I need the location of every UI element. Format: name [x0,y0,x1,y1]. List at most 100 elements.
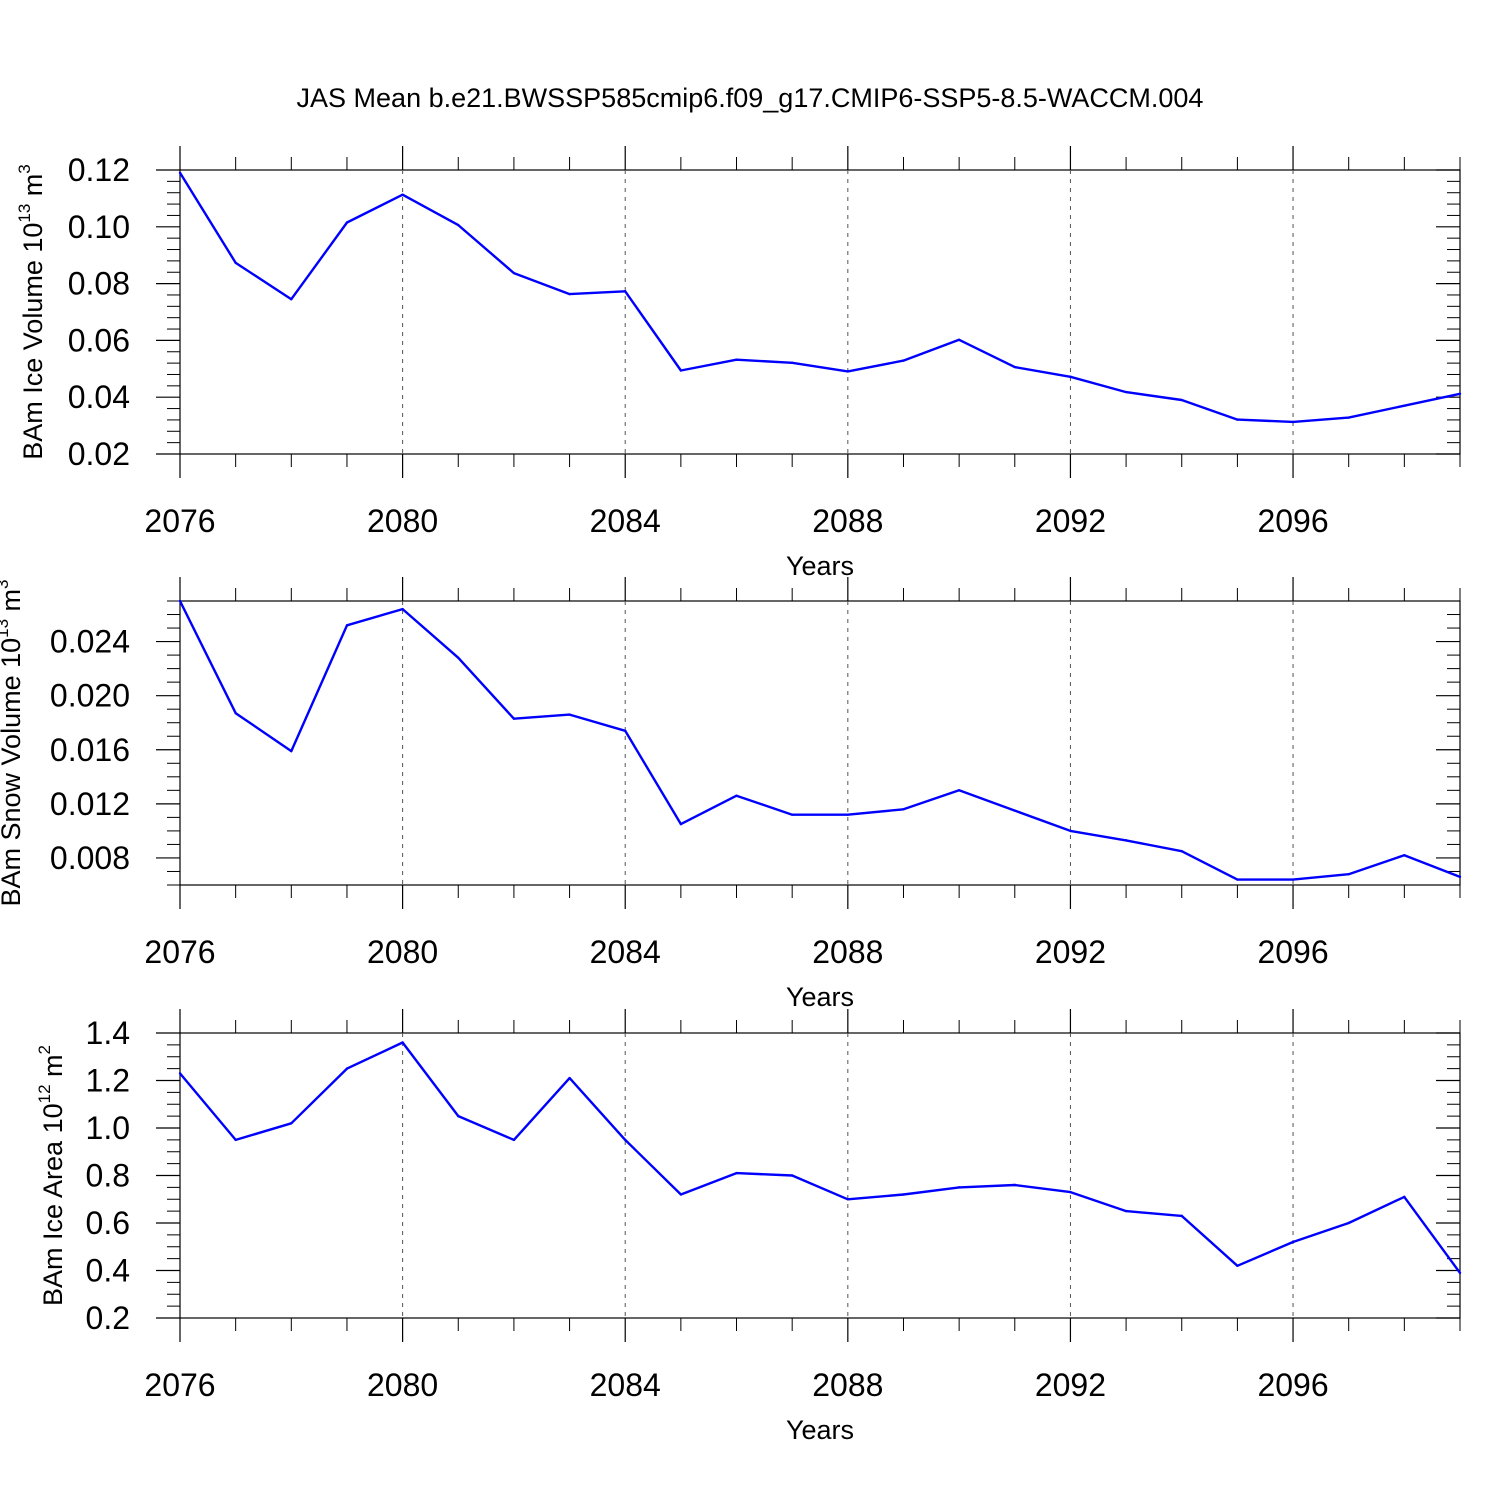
x-tick-label-2092: 2092 [1035,934,1106,970]
data-point-2097 [1347,872,1350,876]
data-point-2086 [735,1171,738,1175]
y-tick-label-0.2: 0.2 [86,1300,130,1336]
x-tick-label-2096: 2096 [1257,934,1328,970]
data-point-2086 [735,358,738,361]
y-tick-label-0.024: 0.024 [50,624,130,660]
y-axis-label-unit-exponent: 3 [15,164,34,173]
data-point-2099 [1458,392,1462,395]
data-point-2082 [512,271,516,275]
data-point-2098 [1403,404,1406,407]
data-point-2093 [1124,390,1128,394]
x-tick-label-2088: 2088 [812,1367,883,1403]
y-axis-label-unit-exponent: 2 [35,1045,54,1054]
x-tick-label-2092: 2092 [1035,503,1106,539]
data-point-2096 [1291,878,1295,881]
data-point-2089 [902,808,905,811]
plot-frame [179,1032,1461,1319]
y-axis-label-unit: m [18,174,48,204]
data-point-2087 [790,1174,794,1177]
data-point-2091 [1013,1183,1016,1187]
data-point-2095 [1236,878,1239,881]
data-point-2088 [846,370,850,373]
data-point-2083 [568,292,571,296]
data-point-2089 [902,359,905,362]
y-axis-label-unit: m [38,1054,68,1084]
data-point-2095 [1236,418,1239,421]
y-tick-label-0.04: 0.04 [68,379,130,415]
data-point-2079 [345,221,349,224]
y-tick-label-0.02: 0.02 [68,436,130,472]
x-axis-label: Years [786,982,854,1012]
data-point-2078 [290,749,293,753]
data-point-2078 [290,298,293,301]
figure-title: JAS Mean b.e21.BWSSP585cmip6.f09_g17.CMI… [297,83,1204,113]
x-tick-label-2080: 2080 [367,1367,438,1403]
y-tick-label-0.08: 0.08 [68,266,130,302]
y-tick-label-0.012: 0.012 [50,786,130,822]
y-tick-label-0.8: 0.8 [86,1158,130,1194]
y-axis-label-exponent: 13 [15,204,34,223]
x-tick-label-2088: 2088 [812,503,883,539]
x-axis-label: Years [786,1415,854,1445]
data-point-2096 [1291,420,1295,424]
x-tick-label-2084: 2084 [590,503,661,539]
data-point-2076 [178,1072,182,1075]
data-point-2092 [1069,829,1072,833]
data-point-2091 [1013,365,1016,369]
data-point-2092 [1069,375,1072,378]
chart-panels: 2076 2080 2084 2088 2092 2096 0.02 0.04 0.06 0.08… [0,146,1462,1445]
data-point-2084 [624,290,627,293]
data-point-2080 [401,193,404,196]
data-point-2081 [457,656,460,659]
x-tick-label-2076: 2076 [144,934,215,970]
data-point-2085 [679,1193,683,1196]
data-point-2076 [178,171,182,175]
data-point-2099 [1458,1271,1462,1275]
y-tick-label-1.4: 1.4 [86,1015,130,1051]
data-point-2084 [624,1138,627,1142]
data-point-2089 [902,1193,905,1196]
x-tick-label-2084: 2084 [590,1367,661,1403]
data-point-2085 [679,822,683,826]
data-point-2091 [1013,809,1016,812]
y-tick-label-1.0: 1.0 [86,1110,130,1146]
data-point-2080 [401,607,404,611]
plot-frame [179,600,1461,886]
series-line [179,1041,1461,1274]
y-tick-label-0.12: 0.12 [68,152,130,188]
data-point-2095 [1236,1264,1239,1267]
data-point-2079 [345,1067,349,1070]
y-axis-label: BAm Ice Volume 1013 m3 [15,164,48,460]
data-point-2097 [1347,1221,1350,1225]
data-point-2092 [1069,1190,1072,1194]
data-point-2083 [568,1076,571,1080]
data-point-2088 [846,813,850,816]
y-tick-label-0.020: 0.020 [50,678,130,714]
y-axis-label-unit-exponent: 3 [0,579,12,588]
x-tick-label-2084: 2084 [590,934,661,970]
data-point-2076 [178,599,182,603]
x-tick-label-2080: 2080 [367,934,438,970]
x-tick-label-2076: 2076 [144,503,215,539]
data-point-2097 [1347,416,1350,419]
data-point-2098 [1403,1195,1406,1199]
data-point-2079 [345,624,349,627]
data-point-2080 [401,1041,404,1044]
data-point-2090 [957,338,961,342]
panel-3: 2076 2080 2084 2088 2092 2096 0.2 0.4 0.6 0.8 1.0 1… [35,1009,1462,1445]
y-tick-label-0.016: 0.016 [50,732,130,768]
panel-1: 2076 2080 2084 2088 2092 2096 0.02 0.04 0.06 0.08… [15,146,1462,581]
series-line [178,172,1461,424]
data-point-2083 [568,713,571,716]
data-point-2094 [1180,1214,1183,1218]
y-tick-label-0.4: 0.4 [86,1253,130,1289]
data-point-2085 [679,369,683,372]
data-point-2090 [957,1186,961,1189]
y-tick-label-0.10: 0.10 [68,209,130,245]
data-point-2093 [1124,839,1128,842]
y-axis-label-text: BAm Ice Area 10 [38,1103,68,1306]
y-axis-label-unit: m [0,589,26,619]
data-point-2081 [457,1114,460,1118]
data-point-2094 [1180,849,1183,853]
